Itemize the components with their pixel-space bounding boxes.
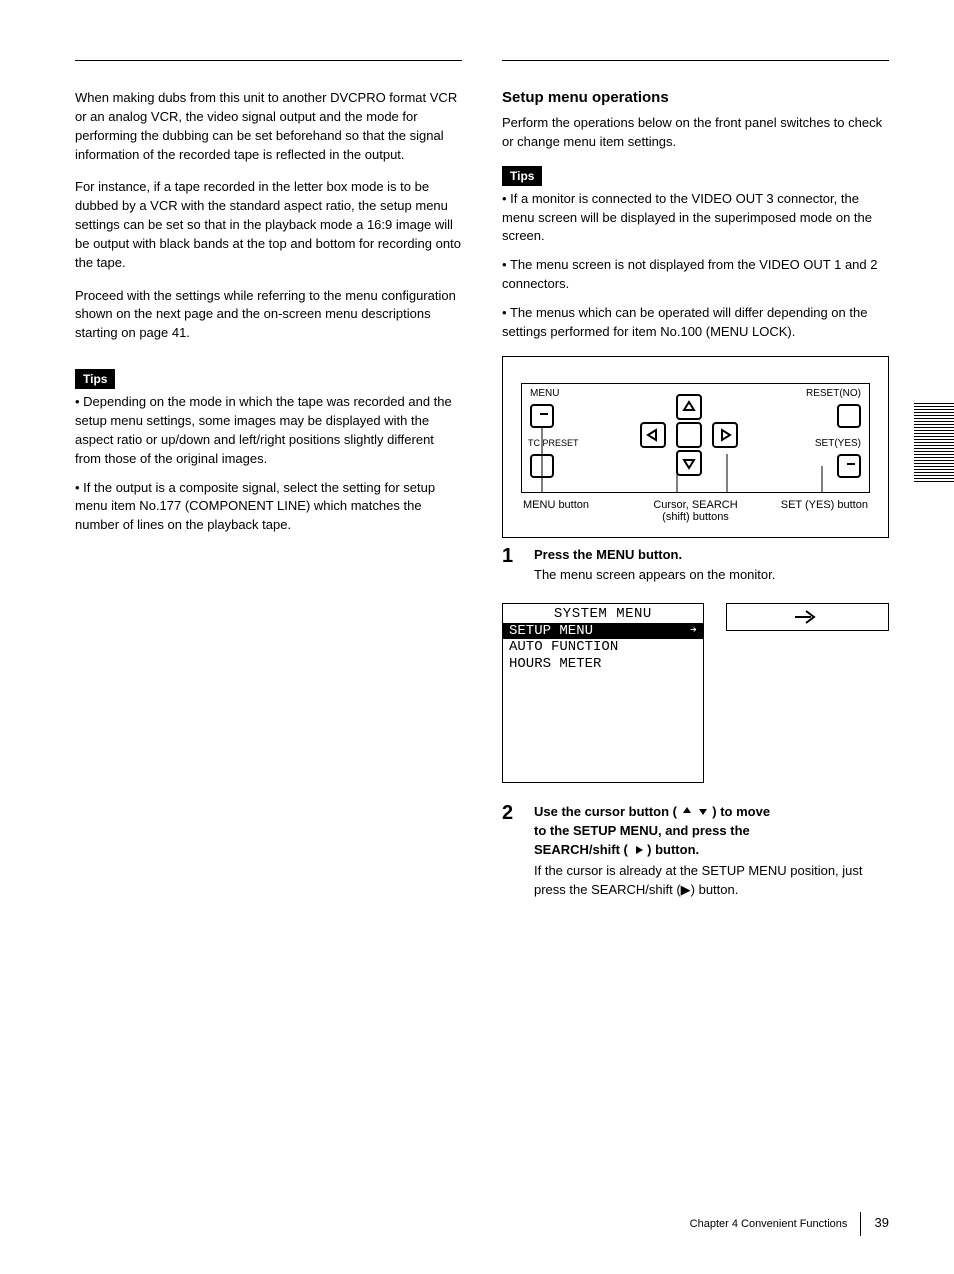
- callout-set-button: SET (YES) button: [756, 499, 868, 523]
- right-bullet-3: The menus which can be operated will dif…: [502, 304, 889, 342]
- panel-label-tcpreset: TC PRESET: [528, 438, 579, 448]
- left-paragraph-1: When making dubs from this unit to anoth…: [75, 89, 462, 164]
- arrow-cluster: [614, 394, 764, 484]
- panel-callouts: MENU button Cursor, SEARCH (shift) butto…: [521, 499, 870, 523]
- step-2-lead-a: Use the cursor button (: [534, 804, 677, 819]
- right-bullet-1: If a monitor is connected to the VIDEO O…: [502, 190, 889, 247]
- step-2: 2 Use the cursor button ( ) to move to t…: [502, 803, 889, 899]
- arrow-right-button: [712, 422, 738, 448]
- callout-cursor-buttons: Cursor, SEARCH (shift) buttons: [639, 499, 751, 523]
- tips-label-left: Tips: [75, 369, 115, 389]
- left-paragraph-2: For instance, if a tape recorded in the …: [75, 178, 462, 272]
- system-menu-item-0: SETUP MENU: [509, 623, 593, 639]
- setup-heading: Setup menu operations: [502, 89, 889, 106]
- left-bullet-2: If the output is a composite signal, sel…: [75, 479, 462, 536]
- left-paragraph-3: Proceed with the settings while referrin…: [75, 287, 462, 344]
- page-footer: Chapter 4 Convenient Functions 39: [75, 1212, 889, 1236]
- footer-page-number: 39: [875, 1215, 889, 1230]
- system-menu-title: SYSTEM MENU: [503, 604, 703, 623]
- column-rule: [502, 60, 889, 61]
- setup-paragraph: Perform the operations below on the fron…: [502, 114, 889, 152]
- panel-set-button: [837, 454, 861, 478]
- panel-label-setyes: SET(YES): [815, 438, 861, 449]
- step-1-number: 1: [502, 546, 524, 586]
- step-1: 1 Press the MENU button. The menu screen…: [502, 546, 889, 586]
- right-column: Setup menu operations Perform the operat…: [502, 60, 889, 910]
- callout-menu-button: MENU button: [523, 499, 635, 523]
- system-menu-row: SYSTEM MENU SETUP MENU ➔ AUTO FUNCTION H…: [502, 603, 889, 783]
- step-1-sub: The menu screen appears on the monitor.: [534, 566, 775, 585]
- next-arrow-icon: [794, 608, 820, 626]
- selection-arrow-icon: ➔: [690, 625, 697, 638]
- right-arrow-icon: [632, 845, 644, 855]
- step-2-text: Use the cursor button ( ) to move to the…: [534, 803, 889, 899]
- arrow-center-button: [676, 422, 702, 448]
- left-bullet-1: Depending on the mode in which the tape …: [75, 393, 462, 468]
- system-menu-screen: SYSTEM MENU SETUP MENU ➔ AUTO FUNCTION H…: [502, 603, 704, 783]
- step-1-text: Press the MENU button. The menu screen a…: [534, 546, 775, 586]
- step-2-line3a: SEARCH/shift (: [534, 842, 628, 857]
- control-panel-inner: MENU RESET(NO) TC PRESET SET(YES): [521, 383, 870, 493]
- arrow-up-button: [676, 394, 702, 420]
- step-1-lead: Press the MENU button.: [534, 547, 682, 562]
- left-bullet-list: Depending on the mode in which the tape …: [75, 393, 462, 535]
- panel-tcpreset-button: [530, 454, 554, 478]
- system-menu-item-2: HOURS METER: [503, 656, 703, 672]
- footer-chapter: Chapter 4 Convenient Functions: [690, 1218, 848, 1230]
- system-menu-item-1: AUTO FUNCTION: [503, 639, 703, 655]
- arrow-down-button: [676, 450, 702, 476]
- control-panel-figure: MENU RESET(NO) TC PRESET SET(YES): [502, 356, 889, 538]
- right-bullet-list: If a monitor is connected to the VIDEO O…: [502, 190, 889, 342]
- panel-label-reset: RESET(NO): [806, 388, 861, 399]
- panel-label-menu: MENU: [530, 388, 559, 399]
- columns: When making dubs from this unit to anoth…: [75, 60, 889, 910]
- step-2-lead-b: ) to move: [712, 804, 770, 819]
- step-2-sub: If the cursor is already at the SETUP ME…: [534, 862, 889, 900]
- left-column: When making dubs from this unit to anoth…: [75, 60, 462, 910]
- footer-divider: [860, 1212, 861, 1236]
- right-bullet-2: The menu screen is not displayed from th…: [502, 256, 889, 294]
- tips-label-right: Tips: [502, 166, 542, 186]
- column-rule: [75, 60, 462, 61]
- step-2-lead: Use the cursor button ( ) to move to the…: [534, 804, 770, 857]
- step-2-number: 2: [502, 803, 524, 899]
- next-arrow-box: [726, 603, 889, 631]
- arrow-left-button: [640, 422, 666, 448]
- panel-reset-button: [837, 404, 861, 428]
- page: When making dubs from this unit to anoth…: [0, 0, 954, 1274]
- up-down-icon: [681, 805, 709, 817]
- system-menu-item-selected: SETUP MENU ➔: [503, 623, 703, 639]
- panel-menu-button: [530, 404, 554, 428]
- step-2-line2: to the SETUP MENU, and press the: [534, 823, 750, 838]
- step-2-line3b: ) button.: [647, 842, 699, 857]
- thumb-tab: [914, 402, 954, 482]
